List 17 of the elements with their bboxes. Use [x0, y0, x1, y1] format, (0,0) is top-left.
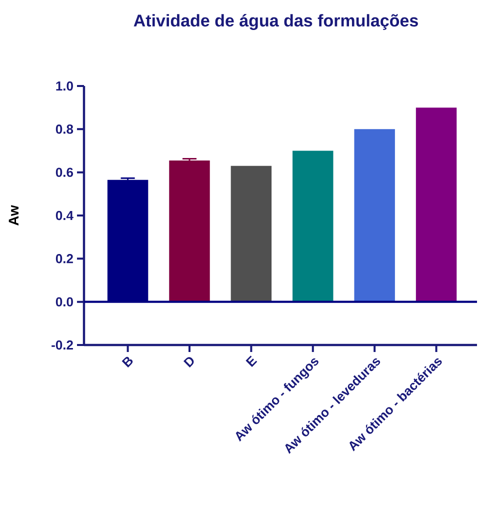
bar — [416, 108, 457, 302]
bar — [169, 160, 210, 302]
bar — [292, 150, 334, 302]
x-tick-label: D — [184, 357, 194, 368]
x-tick-label: B — [122, 356, 133, 368]
y-tick-label: 0.6 — [56, 168, 74, 177]
bar — [354, 129, 395, 302]
y-tick-label: 0.2 — [56, 254, 73, 264]
chart-title: Atividade de água das formulações — [134, 14, 418, 30]
y-tick-label: 0.8 — [56, 124, 74, 134]
y-axis-title: Aw — [8, 205, 18, 226]
x-tick-label: E — [246, 356, 258, 367]
bar — [230, 166, 272, 302]
y-tick-label: 0.4 — [56, 210, 74, 220]
y-tick-label: -0.2 — [52, 340, 73, 350]
y-tick-label: 0.0 — [56, 297, 73, 306]
y-tick-label: 1.0 — [56, 81, 73, 91]
